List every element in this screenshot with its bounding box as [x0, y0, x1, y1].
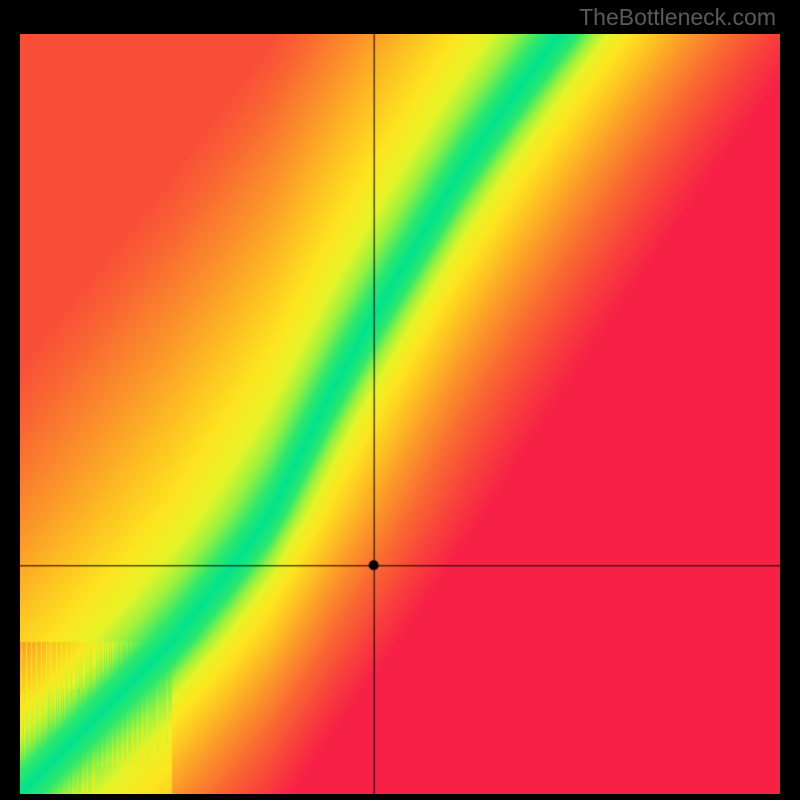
- bottleneck-heatmap: [20, 34, 780, 794]
- watermark-text: TheBottleneck.com: [579, 4, 776, 31]
